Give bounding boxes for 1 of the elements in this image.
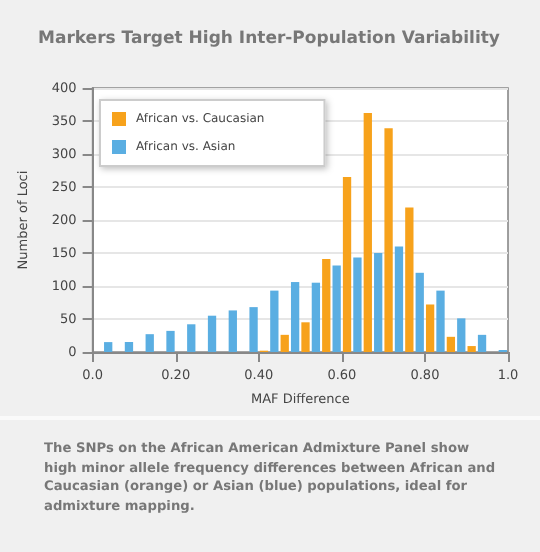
chart-title: Markers Target High Inter-Population Variability	[38, 29, 501, 49]
